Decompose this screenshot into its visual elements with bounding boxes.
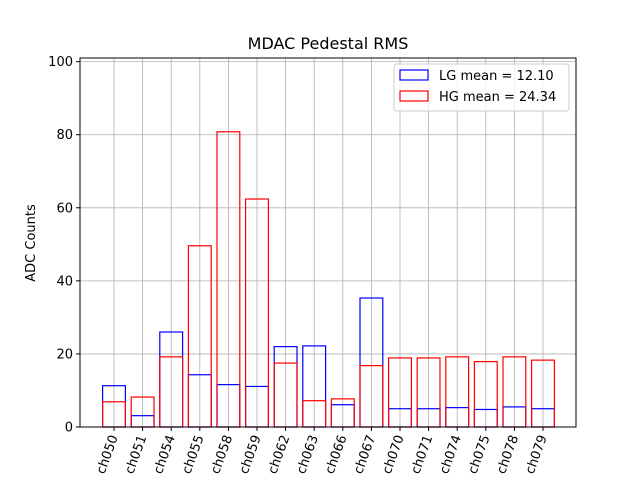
chart-title: MDAC Pedestal RMS [248, 34, 409, 53]
y-axis-label: ADC Counts [24, 204, 39, 282]
legend-box [393, 63, 570, 112]
legend-label: HG mean = 24.34 [439, 90, 556, 105]
y-tick-label: 80 [56, 128, 73, 143]
y-tick-label: 60 [56, 201, 73, 216]
y-tick-label: 40 [56, 274, 73, 289]
y-tick-label: 0 [65, 421, 73, 436]
y-tick-label: 20 [56, 347, 73, 362]
grid-lines [80, 58, 576, 428]
y-axis: 0 20 40 60 80 100 [48, 55, 80, 436]
legend-swatch [399, 90, 429, 102]
legend: LG mean = 12.10 HG mean = 24.34 [393, 63, 570, 112]
legend-label: LG mean = 12.10 [439, 69, 554, 84]
y-tick-label: 100 [48, 55, 73, 70]
plot-frame [79, 57, 577, 428]
legend-swatch [399, 69, 429, 81]
